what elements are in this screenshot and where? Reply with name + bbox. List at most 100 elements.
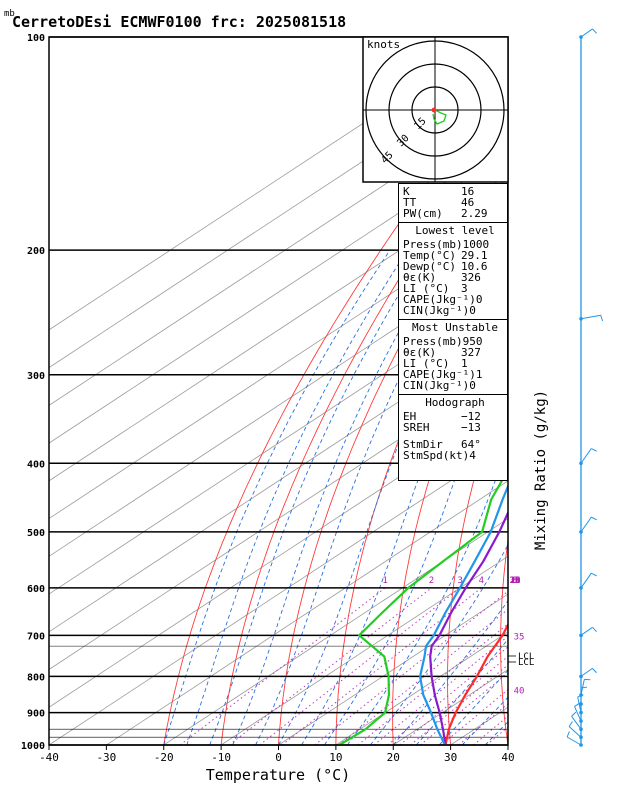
mixing-ratio-label: 3 xyxy=(458,576,463,586)
pressure-tick-label: 900 xyxy=(27,709,45,720)
pressure-tick-label: 600 xyxy=(27,584,45,595)
mu-label: θε(K) xyxy=(403,346,437,359)
hs-label: StmDir xyxy=(403,438,443,451)
mu-label: CAPE(Jkg⁻¹) xyxy=(403,368,476,381)
ll-value: 0 xyxy=(475,293,483,306)
mixing-ratio-label: 40 xyxy=(514,687,525,697)
ll-label: Press(mb) xyxy=(403,238,463,251)
wind-barb xyxy=(571,715,582,730)
mixing-ratio-label: 10 xyxy=(510,576,521,586)
isotherm xyxy=(49,404,508,708)
ll-value: 326 xyxy=(461,271,481,284)
mixing-ratio-label: 30 xyxy=(510,576,521,586)
wind-barb xyxy=(580,679,585,696)
most-unstable-section: Most Unstable Press(mb) 950 θε(K) 327 LI (… xyxy=(399,320,507,395)
most-unstable-title: Most Unstable xyxy=(411,321,499,334)
isotherm xyxy=(49,37,496,331)
mixing-ratio-line xyxy=(338,608,508,745)
pw-value: 2.29 xyxy=(461,207,488,220)
ll-value: 29.1 xyxy=(461,249,488,262)
wind-barb xyxy=(580,626,593,636)
mixing-ratio-line xyxy=(486,726,508,745)
mixing-ratio-label: 12 xyxy=(510,576,521,586)
mixing-ratio-label: 25 xyxy=(510,576,521,586)
wind-barb xyxy=(580,667,593,677)
x-axis-title: Temperature (°C) xyxy=(206,766,351,784)
wind-barb-flag xyxy=(600,315,604,322)
hs-value: 64° xyxy=(461,438,481,451)
hs-label: StmSpd(kt) xyxy=(403,449,470,462)
chart-title: CerretoDEsi ECMWF0100 frc: 2025081518 xyxy=(12,13,346,31)
mixing-ratio-line xyxy=(399,655,508,745)
lowest-level-title: Lowest level xyxy=(415,224,495,237)
x-tick-label: -10 xyxy=(211,751,231,764)
unit-mark: mb xyxy=(4,9,15,19)
pressure-tick-label: 1000 xyxy=(21,741,45,752)
wind-barb-flag xyxy=(591,572,597,577)
isotherm xyxy=(543,5,618,760)
mixing-ratio-line xyxy=(473,715,508,745)
mixing-ratio-line xyxy=(387,646,508,745)
ll-label: θε(K) xyxy=(403,271,437,284)
hodograph: knots 15 30 45 xyxy=(362,36,509,183)
mu-value: 1 xyxy=(461,357,468,370)
ll-label: Dewp(°C) xyxy=(403,260,456,273)
mu-value: 1 xyxy=(475,368,483,381)
pw-label: PW(cm) xyxy=(403,207,443,220)
mixing-ratio-line xyxy=(373,635,508,745)
ll-label: CIN(Jkg⁻¹) xyxy=(403,304,470,317)
dry-adiabat xyxy=(220,116,508,745)
mixing-ratio-line xyxy=(419,672,508,745)
x-tick-label: 0 xyxy=(275,751,282,764)
ll-value: 0 xyxy=(469,304,476,317)
hs-label: SREH xyxy=(403,421,430,434)
pressure-tick-label: 700 xyxy=(27,631,45,642)
isotherm xyxy=(277,593,508,745)
hodograph-ring-30 xyxy=(388,63,482,157)
isotherm xyxy=(49,291,508,595)
lcl-label: LCL xyxy=(518,658,534,668)
wind-barb xyxy=(580,516,592,533)
mu-label: Press(mb) xyxy=(403,335,463,348)
background-grid xyxy=(49,5,618,760)
ll-value: 3 xyxy=(461,282,468,295)
tt-index-label: TT xyxy=(403,196,417,209)
wind-barb-flag xyxy=(591,516,597,521)
stability-indices: K 16 TT 46 PW(cm) 2.29 xyxy=(399,184,507,223)
wind-barb xyxy=(574,706,582,722)
isotherm xyxy=(49,65,508,369)
hs-value: 4 xyxy=(469,449,476,462)
ll-value: 10.6 xyxy=(461,260,488,273)
indices-panel: K 16 TT 46 PW(cm) 2.29 Lowest level Press(m… xyxy=(398,183,508,481)
hs-value: −12 xyxy=(461,410,481,423)
isotherm xyxy=(220,555,508,745)
mu-label: LI (°C) xyxy=(403,357,450,370)
hodograph-stats-title: Hodograph xyxy=(425,396,485,409)
wind-barb-flag xyxy=(580,686,588,689)
dry-adiabat xyxy=(163,76,508,745)
wind-barb-flag xyxy=(592,28,597,34)
hodograph-units: knots xyxy=(367,38,400,51)
moist-adiabat xyxy=(392,600,508,745)
wind-barbs xyxy=(566,28,604,747)
wind-barb xyxy=(580,572,592,589)
x-tick-label: -30 xyxy=(96,751,116,764)
wind-barb xyxy=(580,448,592,464)
ll-label: CAPE(Jkg⁻¹) xyxy=(403,293,476,306)
x-tick-label: 20 xyxy=(387,751,400,764)
mixing-ratio-label: 4 xyxy=(479,576,484,586)
ll-label: LI (°C) xyxy=(403,282,450,295)
lcl-label: LCL xyxy=(518,652,534,662)
wind-barb-flag xyxy=(571,711,577,717)
dry-adiabat xyxy=(602,37,618,745)
storm-motion-marker xyxy=(431,107,437,113)
wind-barb xyxy=(580,314,601,320)
mu-value: 950 xyxy=(462,335,483,348)
x-tick-label: 40 xyxy=(501,751,514,764)
isotherm xyxy=(335,631,508,745)
mixing-ratio-label: 16 xyxy=(510,576,521,586)
mu-label: CIN(Jkg⁻¹) xyxy=(403,379,470,392)
x-tick-label: -20 xyxy=(154,751,174,764)
pressure-tick-label: 500 xyxy=(27,528,45,539)
y-axis-title: Mixing Ratio (g/kg) xyxy=(533,390,549,550)
